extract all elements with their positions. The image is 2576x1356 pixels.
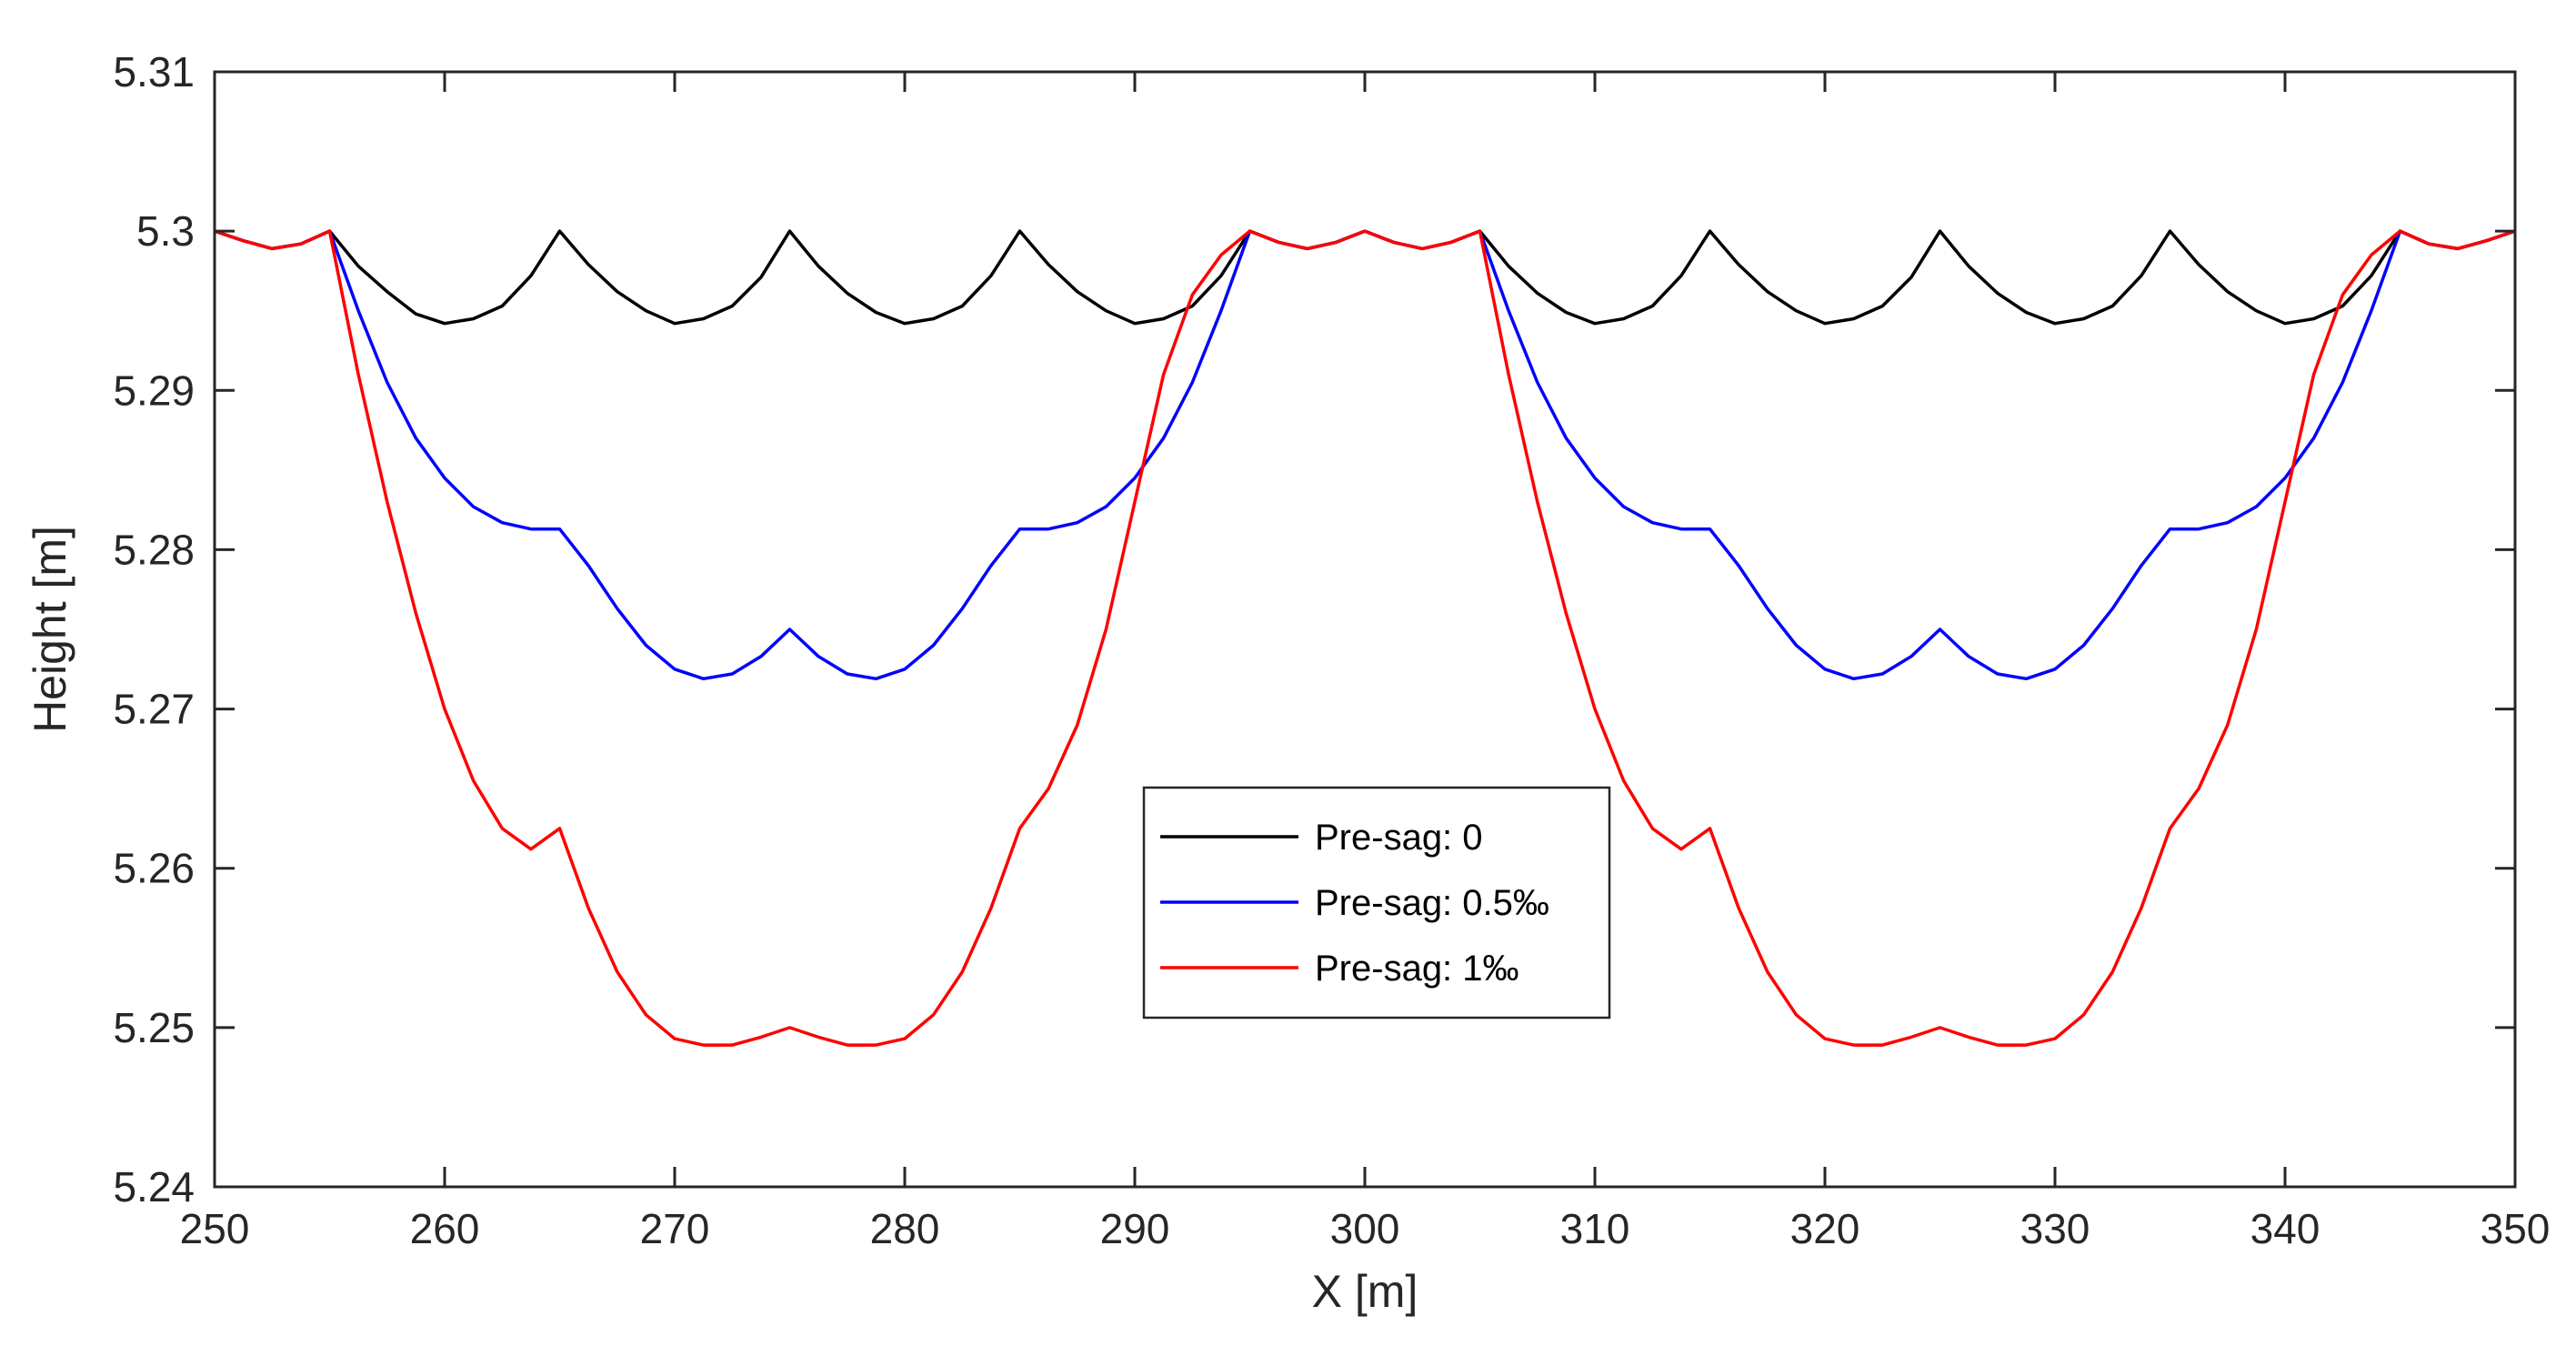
x-tick-labels: 250 260 270 280 290 300 310 320 330 340 350 [180, 1205, 2551, 1252]
y-tick-label: 5.3 [136, 207, 195, 255]
x-tick-label: 280 [870, 1205, 940, 1252]
y-tick-labels: 5.24 5.25 5.26 5.27 5.28 5.29 5.3 5.31 [113, 48, 195, 1210]
x-tick-label: 260 [410, 1205, 480, 1252]
tick-marks [213, 70, 2517, 1189]
legend-label-1: Pre-sag: 0 [1315, 818, 1483, 858]
y-tick-label: 5.26 [113, 845, 195, 892]
y-tick-label: 5.25 [113, 1004, 195, 1051]
legend-items: Pre-sag: 0 Pre-sag: 0.5‰ Pre-sag: 1‰ [1160, 818, 1549, 989]
x-tick-label: 310 [1560, 1205, 1630, 1252]
x-tick-label: 330 [2020, 1205, 2090, 1252]
y-axis-title: Height [m] [25, 526, 75, 733]
y-tick-label: 5.27 [113, 686, 195, 733]
x-tick-label: 290 [1100, 1205, 1170, 1252]
x-tick-label: 340 [2250, 1205, 2320, 1252]
x-tick-label: 300 [1330, 1205, 1400, 1252]
legend-label-3: Pre-sag: 1‰ [1315, 949, 1519, 989]
x-axis-title: X [m] [1312, 1266, 1418, 1317]
y-tick-label: 5.29 [113, 367, 195, 414]
series-line-3 [214, 229, 2516, 1047]
series-layer [214, 229, 2516, 1047]
x-tick-label: 270 [640, 1205, 710, 1252]
legend-box [1142, 786, 1611, 1020]
y-tick-label: 5.31 [113, 48, 195, 95]
y-tick-label: 5.28 [113, 526, 195, 573]
legend: Pre-sag: 0 Pre-sag: 0.5‰ Pre-sag: 1‰ [1142, 786, 1611, 1020]
y-tick-label: 5.24 [113, 1163, 195, 1210]
x-tick-label: 350 [2481, 1205, 2551, 1252]
x-tick-label: 250 [180, 1205, 250, 1252]
x-tick-label: 320 [1790, 1205, 1860, 1252]
legend-label-2: Pre-sag: 0.5‰ [1315, 883, 1549, 923]
